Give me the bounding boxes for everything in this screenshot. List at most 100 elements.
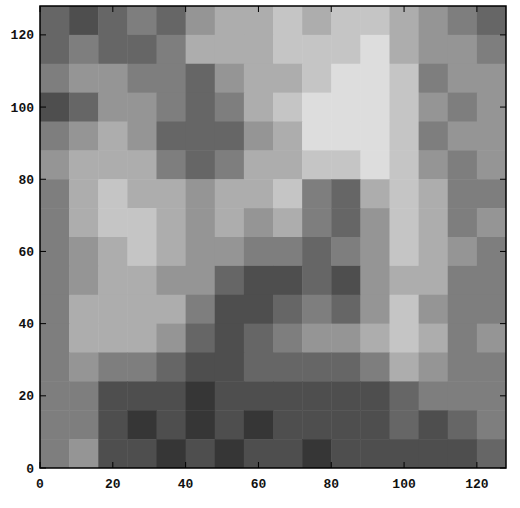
cell	[477, 122, 506, 151]
y-tick-right	[500, 179, 506, 180]
cell	[419, 6, 449, 35]
cell	[244, 150, 274, 179]
cell	[477, 324, 506, 353]
cell	[40, 208, 70, 237]
cell	[419, 410, 449, 439]
cell	[477, 6, 506, 35]
cell	[360, 237, 390, 266]
cell	[331, 6, 361, 35]
y-tick-right	[500, 468, 506, 469]
cell	[448, 381, 478, 410]
cell	[302, 35, 332, 64]
cell	[302, 410, 332, 439]
cell	[244, 6, 274, 35]
cell	[244, 353, 274, 382]
x-tick-label: 120	[465, 477, 489, 492]
cell	[448, 237, 478, 266]
cell	[302, 439, 332, 468]
cell	[244, 439, 274, 468]
cell	[302, 208, 332, 237]
cell	[186, 179, 216, 208]
cell	[69, 122, 99, 151]
cell	[40, 150, 70, 179]
cell	[40, 324, 70, 353]
cell	[419, 93, 449, 122]
cell	[302, 266, 332, 295]
cell	[40, 93, 70, 122]
cell	[98, 353, 128, 382]
cell	[98, 324, 128, 353]
y-tick	[40, 34, 46, 35]
cell	[273, 6, 303, 35]
cell	[127, 410, 157, 439]
cell	[273, 324, 303, 353]
cell	[477, 208, 506, 237]
cell	[331, 237, 361, 266]
y-tick-right	[500, 251, 506, 252]
cell	[331, 324, 361, 353]
cell	[477, 381, 506, 410]
cell	[98, 179, 128, 208]
cell	[186, 237, 216, 266]
cell	[69, 266, 99, 295]
cell	[448, 93, 478, 122]
y-tick	[40, 323, 46, 324]
cell	[419, 35, 449, 64]
x-tick-label: 80	[323, 477, 339, 492]
cell	[69, 295, 99, 324]
cell	[448, 324, 478, 353]
cell	[215, 237, 245, 266]
cell	[186, 150, 216, 179]
cell	[244, 295, 274, 324]
cell	[360, 295, 390, 324]
cell	[127, 381, 157, 410]
cells	[40, 6, 506, 468]
cell	[215, 266, 245, 295]
cell	[98, 93, 128, 122]
cell	[390, 6, 420, 35]
cell	[157, 93, 187, 122]
cell	[69, 35, 99, 64]
x-tick-label: 0	[36, 477, 44, 492]
cell	[331, 122, 361, 151]
cell	[40, 179, 70, 208]
cell	[331, 381, 361, 410]
cell	[302, 6, 332, 35]
cell	[448, 266, 478, 295]
cell	[360, 64, 390, 93]
cell	[127, 237, 157, 266]
cell	[127, 122, 157, 151]
cell	[477, 295, 506, 324]
x-tick	[112, 462, 113, 468]
x-tick-label: 40	[178, 477, 194, 492]
cell	[331, 410, 361, 439]
cell	[331, 295, 361, 324]
cell	[98, 208, 128, 237]
x-tick-top	[40, 6, 41, 12]
cell	[127, 35, 157, 64]
y-tick-label: 120	[11, 28, 35, 43]
cell	[127, 208, 157, 237]
x-tick	[40, 462, 41, 468]
cell	[448, 35, 478, 64]
cell	[302, 237, 332, 266]
cell	[448, 295, 478, 324]
cell	[215, 439, 245, 468]
cell	[302, 150, 332, 179]
cell	[448, 122, 478, 151]
cell	[390, 208, 420, 237]
cell	[244, 237, 274, 266]
cell	[157, 410, 187, 439]
cell	[244, 64, 274, 93]
cell	[98, 35, 128, 64]
cell	[273, 353, 303, 382]
cell	[215, 410, 245, 439]
cell	[273, 93, 303, 122]
x-tick-label: 100	[392, 477, 416, 492]
cell	[390, 150, 420, 179]
cell	[419, 324, 449, 353]
y-tick-label: 0	[26, 462, 34, 477]
cell	[360, 266, 390, 295]
cell	[215, 295, 245, 324]
cell	[157, 381, 187, 410]
